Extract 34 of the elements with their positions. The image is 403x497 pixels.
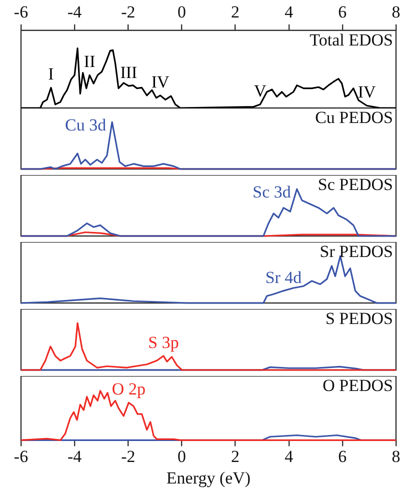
x-tick-label: -4 (67, 2, 82, 22)
x-tick-label: 6 (338, 446, 347, 466)
x-axis-title: Energy (eV) (166, 468, 251, 488)
annotation: III (120, 62, 138, 82)
chart-title: Sr PEDOS (320, 242, 393, 261)
x-tick-label: -2 (121, 2, 136, 22)
x-tick-label: 4 (284, 446, 294, 466)
annotation: V (254, 81, 268, 100)
x-tick-label: -4 (67, 446, 82, 466)
chart-title: Sc PEDOS (318, 174, 393, 194)
x-tick-label: 2 (231, 446, 240, 466)
x-tick-label: -6 (14, 2, 28, 22)
x-tick-label: 4 (284, 2, 294, 22)
annotation: IV (358, 82, 376, 102)
x-tick-label: 6 (338, 2, 347, 22)
annotation: Sr 4d (265, 268, 302, 287)
annotation: Cu 3d (64, 116, 107, 135)
x-tick-label: 8 (392, 2, 400, 22)
x-tick-label: 0 (177, 446, 186, 466)
annotation: II (84, 52, 96, 72)
x-tick-label: -2 (121, 446, 136, 466)
annotation: S 3p (148, 332, 179, 352)
chart-title: S PEDOS (325, 308, 393, 328)
x-tick-label: -6 (14, 446, 28, 466)
annotation: O 2p (112, 380, 146, 399)
chart-title: Cu PEDOS (315, 108, 393, 127)
annotation: Sc 3d (252, 182, 292, 202)
x-tick-label: 2 (231, 2, 240, 22)
x-tick-label: 8 (392, 446, 400, 466)
x-tick-label: 0 (177, 2, 186, 22)
annotation: I (48, 64, 54, 84)
chart-title: Total EDOS (310, 30, 393, 50)
chart-title: O PEDOS (322, 376, 393, 395)
annotation: IV (151, 72, 170, 92)
